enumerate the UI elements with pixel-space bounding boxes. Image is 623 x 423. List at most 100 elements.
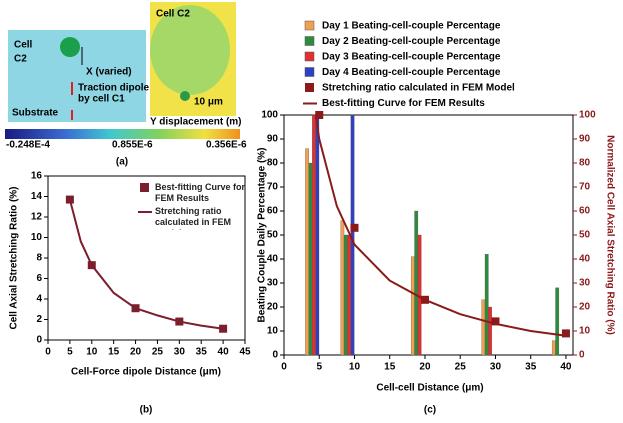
caption: (a) (116, 157, 128, 168)
label: Traction dipole (78, 83, 150, 94)
y-tick-label: 16 (31, 171, 43, 182)
y2-tick-label: 90 (579, 134, 591, 145)
legend-label: Day 1 Beating-cell-couple Percentage (322, 21, 501, 32)
caption: (b) (140, 405, 153, 416)
cell (60, 37, 80, 57)
y-tick-label: 10 (267, 326, 279, 337)
x-tick-label: 25 (152, 347, 164, 358)
y2-tick-label: 20 (579, 302, 591, 313)
marker (350, 223, 359, 232)
legend-label: Day 4 Beating-cell-couple Percentage (322, 67, 501, 78)
bar (484, 254, 489, 356)
y-tick-label: 80 (267, 158, 279, 169)
x-axis-label: Cell-cell Distance (μm) (376, 383, 483, 394)
label: X (varied) (86, 67, 132, 78)
y-tick-label: 70 (267, 182, 279, 193)
bar (347, 234, 351, 356)
x-tick-label: 30 (490, 362, 502, 373)
y2-axis-label: Normalized Cell Axial Stretching Ratio (… (604, 135, 615, 335)
label: Cell (14, 40, 33, 51)
bar (343, 234, 348, 356)
plot-frame (283, 114, 574, 356)
y2-tick-label: 70 (579, 182, 591, 193)
bar (417, 234, 422, 356)
legend-label: Best-fitting Curve for FEM Results (155, 182, 245, 203)
y2-tick-label: 10 (579, 326, 591, 337)
legend-label: Stretching ratio calculated in FEM model (155, 206, 232, 230)
bar (350, 114, 355, 356)
y-tick-label: 4 (36, 294, 42, 305)
x-tick-label: 0 (281, 362, 287, 373)
cell-shape (150, 5, 230, 95)
bar (414, 210, 419, 356)
colorbar-label: 0.356E-6 (206, 140, 247, 151)
curve (68, 199, 224, 330)
label: by cell C1 (78, 94, 125, 105)
y-tick-label: 40 (267, 254, 279, 265)
x-tick-label: 15 (384, 362, 396, 373)
y2-tick-label: 40 (579, 254, 591, 265)
bar (340, 220, 345, 356)
legend-swatch (304, 51, 315, 62)
label: Substrate (12, 108, 59, 119)
bar (312, 114, 316, 356)
y-tick-label: 14 (31, 191, 43, 202)
legend-swatch (304, 36, 315, 46)
y2-tick-label: 60 (579, 206, 591, 217)
x-tick-label: 35 (525, 362, 537, 373)
y2-tick-label: 30 (579, 278, 591, 289)
x-tick-label: 30 (174, 347, 186, 358)
caption: (c) (424, 405, 436, 416)
legend-label: Day 3 Beating-cell-couple Percentage (322, 52, 501, 63)
x-tick-label: 35 (196, 347, 208, 358)
dipole (180, 91, 190, 101)
legend-label: Stretching ratio calculated in FEM Model (322, 83, 515, 94)
marker (491, 317, 500, 326)
x-tick-label: 20 (130, 347, 142, 358)
label: 10 μm (194, 97, 223, 108)
x-tick-label: 10 (86, 347, 98, 358)
colorbar-label: -0.248E-4 (6, 140, 50, 151)
y-tick-label: 0 (272, 350, 278, 361)
x-tick-label: 5 (67, 347, 73, 358)
label: Y displacement (m) (150, 117, 242, 128)
y-tick-label: 100 (261, 110, 278, 121)
y-tick-label: 12 (31, 212, 43, 223)
colorbar (5, 129, 240, 139)
bar (551, 340, 556, 356)
x-tick-label: 10 (349, 362, 361, 373)
legend-label: Day 2 Beating-cell-couple Percentage (322, 36, 501, 47)
y-tick-label: 50 (267, 230, 279, 241)
y-tick-label: 6 (36, 273, 42, 284)
curve (314, 114, 567, 337)
bar (555, 287, 560, 356)
bar (315, 114, 320, 356)
x-tick-label: 20 (419, 362, 431, 373)
y2-tick-label: 50 (579, 230, 591, 241)
y-tick-label: 0 (36, 335, 42, 346)
panel-a: Cell C2 X (varied) Traction dipole by ce… (5, 2, 247, 168)
y-tick-label: 2 (36, 314, 42, 325)
y2-tick-label: 80 (579, 158, 591, 169)
legend-swatch (304, 67, 315, 77)
y-axis-label: Cell Axial Stretching Ratio (%) (9, 187, 20, 330)
legend-swatch (304, 20, 315, 31)
x-tick-label: 25 (455, 362, 467, 373)
legend-entry: Stretching ratio calculated in FEM model (155, 206, 232, 230)
marker (561, 329, 570, 338)
x-axis-label: Cell-Force dipole Distance (μm) (71, 367, 221, 378)
y-tick-label: 10 (31, 232, 43, 243)
x-tick-label: 15 (108, 347, 120, 358)
legend-swatch (140, 183, 149, 192)
y-tick-label: 30 (267, 278, 279, 289)
colorbar-label: 0.855E-6 (112, 140, 153, 151)
y2-tick-label: 100 (579, 110, 596, 121)
bar (488, 306, 492, 356)
legend-label: Best-fitting Curve for FEM Results (322, 98, 485, 109)
legend-swatch (305, 83, 314, 92)
x-tick-label: 45 (239, 347, 251, 358)
marker (315, 111, 324, 119)
y-tick-label: 8 (36, 253, 42, 264)
y2-tick-label: 0 (579, 350, 585, 361)
